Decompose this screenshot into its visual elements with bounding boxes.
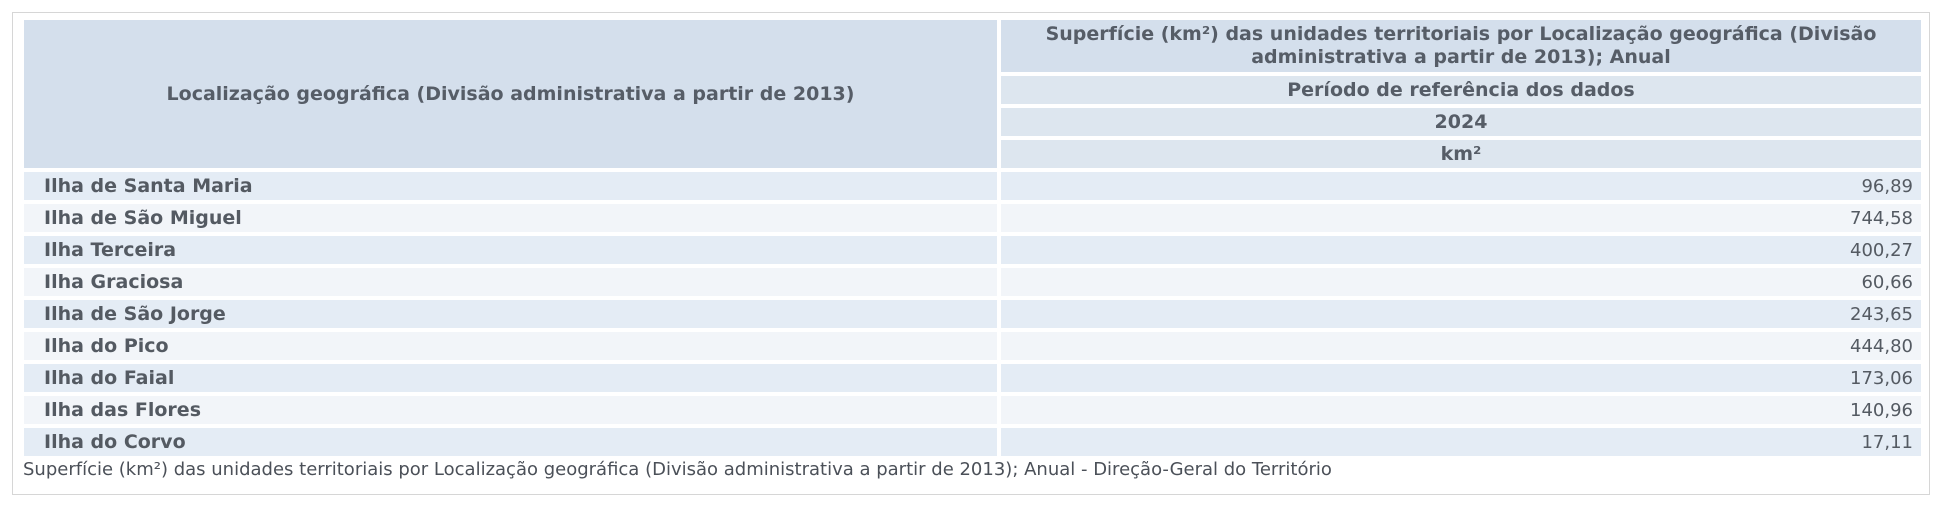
row-name: Ilha Graciosa (24, 268, 997, 296)
table-row: Ilha do Pico 444,80 (24, 332, 1921, 360)
row-name: Ilha Terceira (24, 236, 997, 264)
row-name: Ilha das Flores (24, 396, 997, 424)
year-header: 2024 (1001, 108, 1921, 136)
row-value: 17,11 (1001, 428, 1921, 456)
row-value: 173,06 (1001, 364, 1921, 392)
row-value: 444,80 (1001, 332, 1921, 360)
column-title: Superfície (km²) das unidades territoria… (1001, 20, 1921, 72)
row-header: Localização geográfica (Divisão administ… (24, 20, 997, 168)
row-name: Ilha do Pico (24, 332, 997, 360)
row-value: 140,96 (1001, 396, 1921, 424)
row-value: 744,58 (1001, 204, 1921, 232)
table-row: Ilha Terceira 400,27 (24, 236, 1921, 264)
source-note: Superfície (km²) das unidades territoria… (23, 459, 1332, 480)
period-label: Período de referência dos dados (1001, 76, 1921, 104)
row-name: Ilha de Santa Maria (24, 172, 997, 200)
row-name: Ilha do Corvo (24, 428, 997, 456)
data-table: Localização geográfica (Divisão administ… (20, 16, 1925, 460)
row-name: Ilha de São Jorge (24, 300, 997, 328)
table-row: Ilha de Santa Maria 96,89 (24, 172, 1921, 200)
row-value: 60,66 (1001, 268, 1921, 296)
data-table-panel: Localização geográfica (Divisão administ… (12, 12, 1930, 495)
table-row: Ilha do Faial 173,06 (24, 364, 1921, 392)
row-value: 243,65 (1001, 300, 1921, 328)
table-row: Ilha do Corvo 17,11 (24, 428, 1921, 456)
table-row: Ilha de São Miguel 744,58 (24, 204, 1921, 232)
row-name: Ilha de São Miguel (24, 204, 997, 232)
table-row: Ilha das Flores 140,96 (24, 396, 1921, 424)
table-row: Ilha Graciosa 60,66 (24, 268, 1921, 296)
row-value: 400,27 (1001, 236, 1921, 264)
unit-header: km² (1001, 140, 1921, 168)
row-name: Ilha do Faial (24, 364, 997, 392)
row-value: 96,89 (1001, 172, 1921, 200)
table-row: Ilha de São Jorge 243,65 (24, 300, 1921, 328)
